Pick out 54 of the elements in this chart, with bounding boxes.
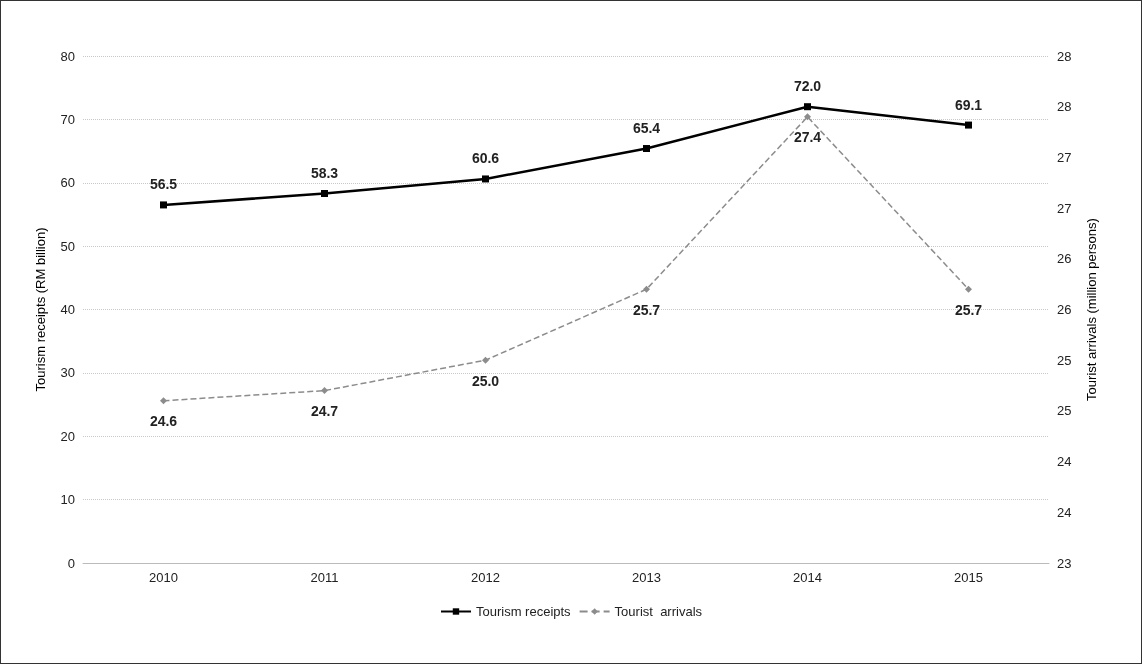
y2-tick-label: 27	[1057, 200, 1072, 216]
y2-tick-label: 24	[1057, 504, 1072, 520]
y-tick-label: 10	[60, 492, 75, 508]
x-tick-label: 2014	[793, 570, 822, 585]
point	[643, 145, 650, 153]
y-tick-label: 30	[60, 365, 75, 381]
point	[804, 113, 811, 121]
data-label: 58.3	[310, 165, 339, 182]
data-label: 60.6	[471, 150, 500, 167]
y2-tick-label: 25	[1057, 403, 1072, 419]
point	[160, 201, 167, 209]
legend-label: Tourist arrivals	[614, 604, 703, 619]
data-label: 27.4	[793, 129, 822, 146]
data-label: 25.7	[954, 301, 983, 318]
x-tick-label: 2012	[471, 570, 500, 585]
point	[482, 356, 489, 364]
data-label: 24.7	[310, 403, 339, 420]
y2-tick-label: 26	[1057, 302, 1072, 317]
y2-tick-label: 28	[1057, 99, 1072, 115]
data-label: 56.5	[149, 176, 178, 193]
y-tick-label: 60	[60, 175, 75, 191]
data-label: 25.7	[632, 301, 661, 318]
x-tick-label: 2011	[310, 570, 339, 585]
data-label: 65.4	[632, 120, 661, 137]
data-label: 69.1	[954, 96, 983, 113]
y-tick-label: 0	[67, 555, 75, 571]
point	[965, 285, 972, 293]
y-axis-title: Tourism receipts (RM billion)	[33, 227, 48, 392]
point	[321, 190, 328, 198]
y-tick-label: 80	[60, 48, 75, 64]
point	[482, 175, 489, 183]
y-tick-label: 70	[60, 111, 75, 127]
legend-label: Tourism receipts	[475, 604, 572, 619]
y2-tick-label: 28	[1057, 48, 1072, 64]
point	[643, 285, 650, 293]
y2-tick-label: 27	[1057, 149, 1072, 165]
y-tick-label: 20	[60, 428, 75, 444]
data-label: 24.6	[149, 413, 178, 430]
x-tick-label: 2013	[632, 570, 661, 585]
y2-axis-title: Tourist arrivals (million persons)	[1084, 218, 1099, 401]
y2-tick-label: 25	[1057, 352, 1072, 368]
data-label: 25.0	[471, 372, 500, 389]
point	[321, 387, 328, 395]
y2-tick-label: 23	[1057, 555, 1072, 571]
point	[804, 103, 811, 111]
point	[965, 121, 972, 129]
x-tick-label: 2015	[954, 570, 983, 585]
y-tick-label: 40	[60, 302, 75, 317]
y2-tick-label: 24	[1057, 454, 1072, 470]
point	[160, 397, 167, 405]
data-label: 72.0	[793, 78, 822, 95]
y-tick-label: 50	[60, 238, 75, 254]
x-tick-label: 2010	[149, 570, 178, 585]
y2-tick-label: 26	[1057, 251, 1072, 267]
